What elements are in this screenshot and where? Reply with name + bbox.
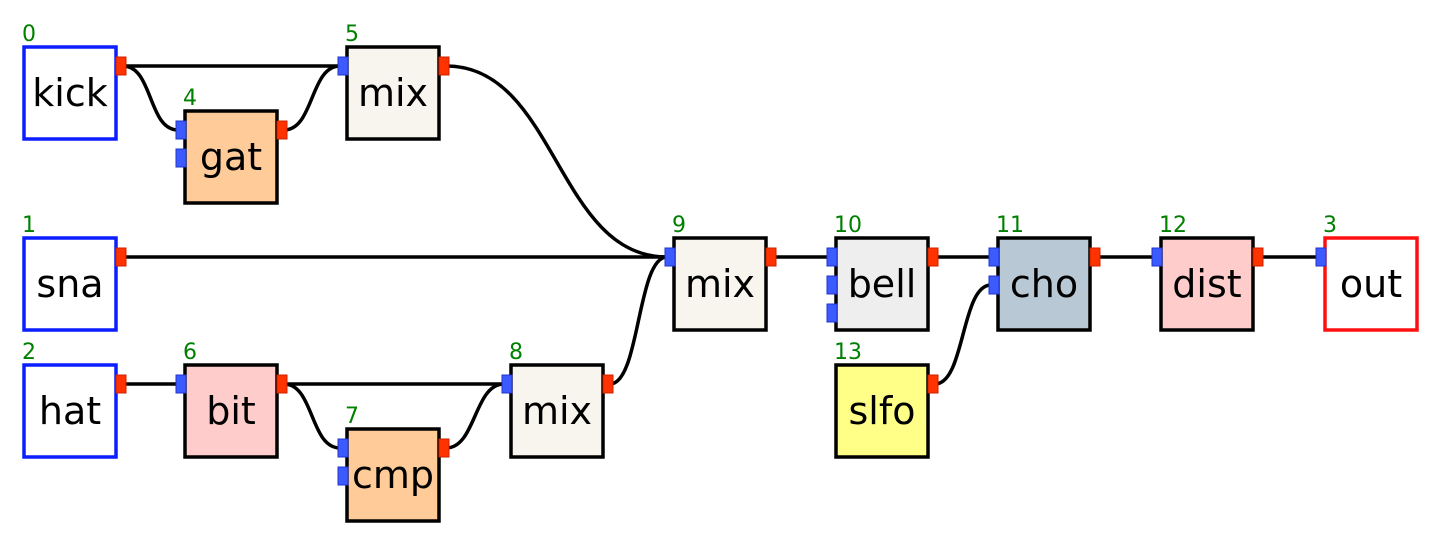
input-port[interactable] [1151,247,1163,267]
node-11-cho[interactable]: 11 cho [988,213,1101,332]
input-port[interactable] [826,275,838,295]
wire-5-to-9 [445,64,668,259]
node-id-label: 7 [345,404,359,429]
node-13-slfo[interactable]: 13 slfo [834,340,939,459]
node-id-label: 5 [345,22,359,47]
node-label: sna [36,262,103,306]
node-6-bit[interactable]: 6 bit [175,340,288,459]
output-port[interactable] [276,120,288,140]
wire-4-to-5 [283,64,341,132]
output-port[interactable] [276,374,288,394]
node-box [834,236,930,332]
output-port[interactable] [115,56,127,76]
node-10-bell[interactable]: 10 bell [826,213,939,332]
wire-7-to-8 [445,382,505,450]
input-port[interactable] [1315,247,1327,267]
node-box [509,363,605,459]
node-id-label: 4 [183,86,197,111]
node-box [345,45,441,141]
node-0-kick[interactable]: 0 kick [22,22,127,141]
node-12-dist[interactable]: 12 dist [1151,213,1264,332]
output-port[interactable] [1252,247,1264,267]
input-port[interactable] [826,247,838,267]
node-id-label: 10 [834,213,862,238]
output-port[interactable] [438,56,450,76]
node-7-cmp[interactable]: 7 cmp [337,404,450,523]
input-port[interactable] [988,275,1000,295]
node-box [22,236,118,332]
node-box [22,45,118,141]
node-box [996,236,1092,332]
wire-layer [122,64,1318,450]
node-label: cho [1010,262,1078,306]
input-port[interactable] [664,247,676,267]
input-port[interactable] [826,303,838,323]
node-9-mix[interactable]: 9 mix [664,213,777,332]
input-port[interactable] [175,374,187,394]
node-5-mix[interactable]: 5 mix [337,22,450,141]
node-box [1323,236,1419,332]
wire-0-to-4 [122,64,179,132]
node-id-label: 8 [509,340,523,365]
node-label: bell [848,262,917,306]
wire-8-to-9 [609,255,668,386]
node-label: mix [358,71,428,115]
node-label: bit [206,389,256,433]
node-id-label: 3 [1323,213,1337,238]
node-id-label: 1 [22,213,36,238]
wire-13-to-11 [934,283,992,386]
output-port[interactable] [602,374,614,394]
node-id-label: 13 [834,340,862,365]
node-8-mix[interactable]: 8 mix [501,340,614,459]
input-port[interactable] [337,56,349,76]
node-box [672,236,768,332]
node-label: cmp [352,453,434,497]
input-port[interactable] [988,247,1000,267]
node-box [1159,236,1255,332]
node-box [834,363,930,459]
node-label: kick [32,71,107,115]
output-port[interactable] [927,247,939,267]
output-port[interactable] [115,374,127,394]
input-port[interactable] [175,120,187,140]
node-box [345,427,441,523]
input-port[interactable] [175,148,187,168]
input-port[interactable] [501,374,513,394]
node-label: mix [522,389,592,433]
output-port[interactable] [438,438,450,458]
node-label: hat [39,389,101,433]
node-label: out [1340,262,1402,306]
node-label: mix [685,262,755,306]
node-label: slfo [849,389,916,433]
wire-6-to-7 [283,382,341,450]
node-box [183,363,279,459]
node-label: gat [200,135,262,179]
node-id-label: 11 [996,213,1024,238]
node-id-label: 2 [22,340,36,365]
output-port[interactable] [115,247,127,267]
input-port[interactable] [337,438,349,458]
node-id-label: 12 [1159,213,1187,238]
node-id-label: 6 [183,340,197,365]
node-label: dist [1172,262,1241,306]
node-box [183,109,279,205]
output-port[interactable] [765,247,777,267]
output-port[interactable] [927,374,939,394]
output-port[interactable] [1089,247,1101,267]
node-id-label: 0 [22,22,36,47]
node-id-label: 9 [672,213,686,238]
node-box [22,363,118,459]
input-port[interactable] [337,466,349,486]
